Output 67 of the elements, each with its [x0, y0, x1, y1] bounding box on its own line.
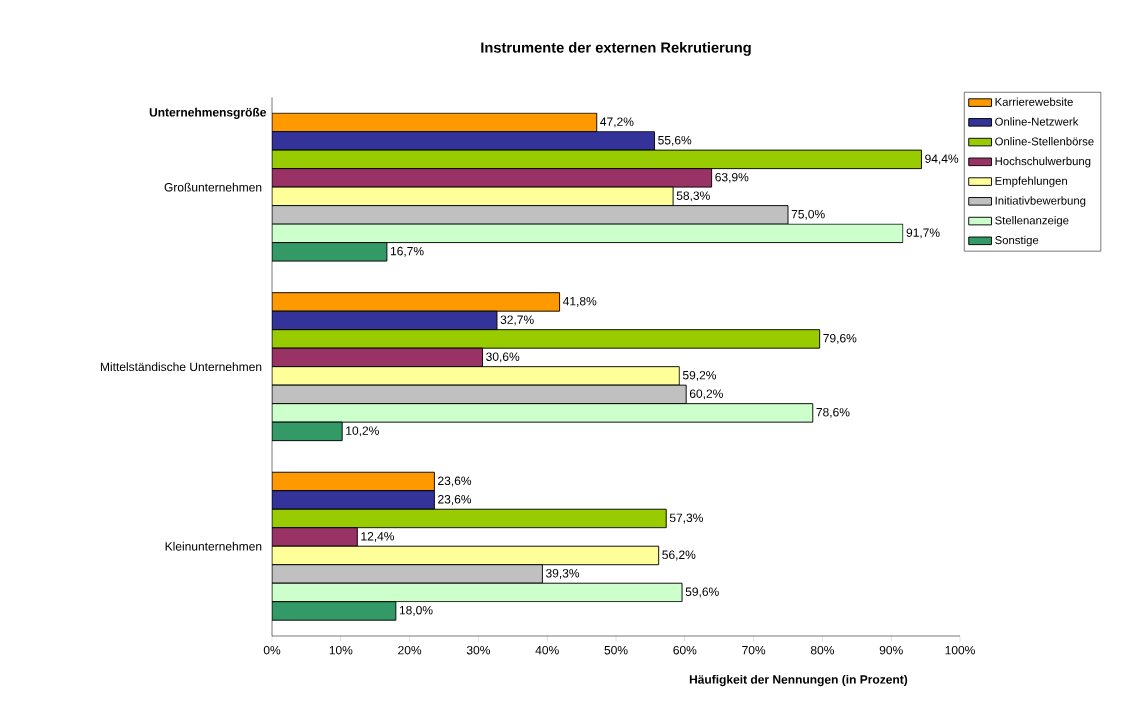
- legend-label: Empfehlungen: [995, 176, 1067, 188]
- y-axis-title: Unternehmensgröße: [149, 107, 267, 119]
- data-label: 12,4%: [361, 532, 395, 542]
- x-tick-label: 0%: [263, 645, 281, 655]
- data-label: 23,6%: [438, 476, 472, 487]
- legend-label: Karrierewebsite: [995, 97, 1073, 106]
- legend-label: Initiativbewerbung: [995, 196, 1086, 207]
- x-tick-label: 70%: [742, 645, 766, 655]
- y-tick-label: Kleinunternehmen: [165, 541, 262, 551]
- data-label: 32,7%: [500, 315, 534, 326]
- x-tick-label: 20%: [398, 645, 422, 655]
- legend-label: Stellenanzeige: [995, 216, 1069, 227]
- bar: [272, 366, 680, 386]
- bar: [272, 205, 789, 225]
- data-label: 79,6%: [823, 333, 857, 344]
- chart-title: Instrumente der externen Rekrutierung: [481, 42, 751, 56]
- data-label: 56,2%: [662, 550, 696, 561]
- bar: [272, 186, 674, 207]
- legend-label: Hochschulwerbung: [995, 156, 1091, 168]
- data-label: 63,9%: [715, 172, 749, 183]
- data-label: 39,3%: [545, 568, 580, 579]
- bar: [272, 564, 543, 584]
- bar: [272, 329, 821, 349]
- x-tick-label: 50%: [604, 645, 628, 655]
- data-label: 23,6%: [438, 495, 472, 505]
- bar: [272, 347, 483, 368]
- data-label: 94,4%: [925, 154, 959, 165]
- bar: [272, 292, 561, 312]
- bar: [272, 508, 667, 529]
- bar: [272, 112, 598, 133]
- data-label: 10,2%: [346, 426, 379, 437]
- bar: [272, 601, 397, 621]
- bar: [272, 384, 687, 405]
- bar: [272, 149, 922, 170]
- x-tick-label: 30%: [466, 645, 490, 655]
- data-label: 91,7%: [906, 228, 940, 239]
- data-label: 58,3%: [676, 191, 710, 202]
- legend-label: Online-Stellenbörse: [995, 137, 1094, 146]
- data-label: 59,6%: [685, 587, 719, 598]
- data-label: 57,3%: [669, 513, 703, 524]
- x-axis-title: Häufigkeit der Nennungen (in Prozent): [689, 674, 908, 687]
- bar: [272, 471, 435, 492]
- x-tick-label: 90%: [879, 645, 903, 655]
- legend-label: Online-Netzwerk: [995, 117, 1079, 126]
- bar: [272, 421, 343, 442]
- data-label: 18,0%: [399, 605, 433, 616]
- data-label: 60,2%: [689, 389, 723, 400]
- bar: [272, 527, 358, 547]
- x-tick-label: 80%: [810, 645, 834, 655]
- x-tick-label: 100%: [945, 645, 975, 655]
- x-tick-label: 60%: [673, 645, 697, 655]
- data-label: 78,6%: [816, 407, 850, 418]
- bar: [272, 242, 388, 262]
- data-label: 47,2%: [600, 117, 634, 128]
- data-label: 41,8%: [563, 296, 597, 307]
- y-tick-label: Großunternehmen: [164, 182, 262, 192]
- data-label: 16,7%: [390, 246, 424, 257]
- data-label: 59,2%: [682, 370, 717, 381]
- data-label: 30,6%: [486, 352, 520, 363]
- y-tick-label: Mittelständische Unternehmen: [100, 362, 262, 372]
- legend-label: Sonstige: [995, 235, 1039, 247]
- data-label: 75,0%: [791, 209, 825, 220]
- data-label: 55,6%: [658, 135, 692, 146]
- bar: [272, 545, 660, 566]
- x-tick-label: 10%: [329, 645, 353, 655]
- x-tick-label: 40%: [535, 645, 559, 655]
- bar: [272, 168, 713, 188]
